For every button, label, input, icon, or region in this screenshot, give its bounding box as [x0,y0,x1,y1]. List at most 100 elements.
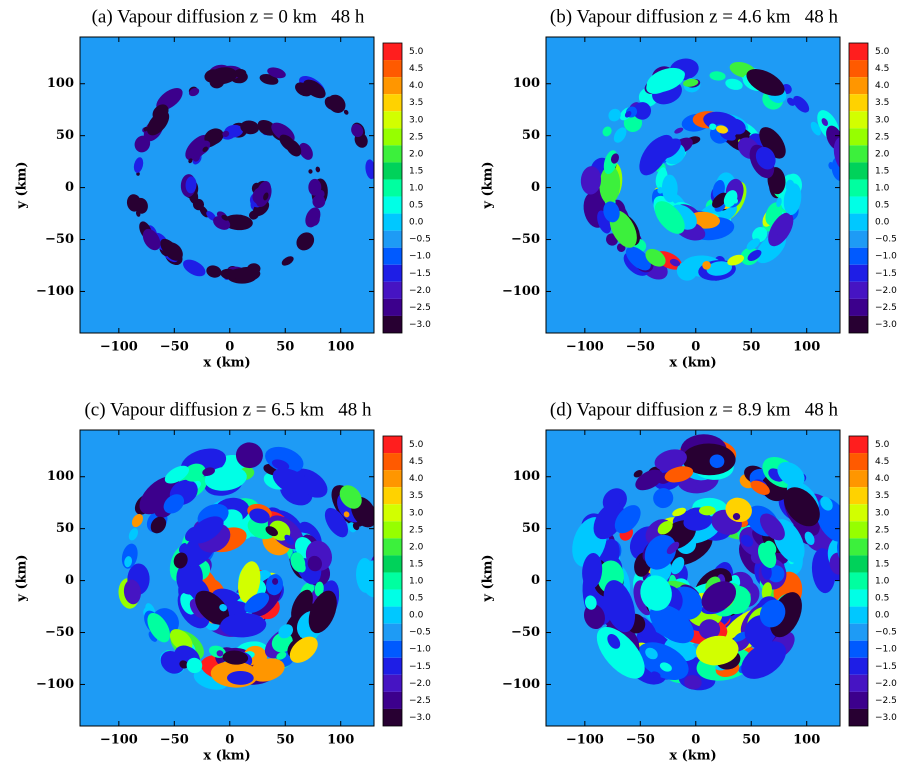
field-blob [134,135,151,153]
colorbar-label: 1.0 [409,184,424,194]
field-blob [361,560,374,598]
field-blob [747,249,762,262]
y-axis-label: y (km) [15,554,30,602]
colorbar-label: −1.5 [409,662,431,672]
colorbar-label: 3.5 [409,491,423,501]
colorbar-label: 4.0 [409,81,424,91]
field-blob [649,604,695,644]
field-blob [308,178,322,196]
y-tick-label: 0 [531,573,540,588]
field-blob [365,159,374,180]
field-blob [599,165,621,204]
field-blob [183,259,206,277]
panel-title: (b) Vapour diffusion z = 4.6 km 48 h [550,6,839,27]
field-blob [128,528,139,541]
field-blob [339,485,362,509]
colorbar-box [849,453,868,471]
y-tick-label: −100 [36,677,74,692]
field-blob [732,512,741,521]
field-blob [657,167,667,182]
field-blob [258,124,275,136]
colorbar-label: −2.0 [875,679,897,689]
panel-title: (a) Vapour diffusion z = 0 km 48 h [92,6,365,27]
colorbar-label: −1.5 [875,662,897,672]
field-blob [701,581,737,613]
field-blob [712,192,728,208]
field-blob [290,552,306,573]
field-blob [298,142,313,160]
colorbar-box [849,230,868,248]
field-blob [195,140,211,155]
colorbar-box [383,179,402,197]
colorbar-label: −2.5 [409,696,431,706]
colorbar-label: −2.5 [409,303,431,313]
field [118,442,374,690]
field-blob [308,169,313,174]
field-blob [607,633,621,649]
field-blob [204,128,224,145]
field-blob [307,555,322,572]
x-tick-label: 50 [742,733,760,748]
field-blob [352,522,360,531]
field-blob [633,469,643,478]
colorbar-box [383,60,402,78]
field-blob [755,146,776,170]
colorbar-box [383,436,402,454]
colorbar-label: 4.5 [875,64,889,74]
field-blob [695,635,739,666]
colorbar-label: 2.0 [409,542,424,552]
x-tick-label: 50 [742,340,760,355]
colorbar-box [383,111,402,129]
colorbar-box [383,623,402,641]
field-blob [829,552,840,575]
field-blob [303,79,326,99]
field-blob [682,443,736,476]
field-blob [124,556,132,568]
field-blob [133,157,144,173]
x-tick-label: −50 [160,733,189,748]
colorbar-box [849,298,868,316]
field-blob [740,534,754,547]
field-blob [584,595,597,610]
field-blob [143,126,148,132]
field-blob [783,487,820,527]
field-blob [810,121,821,136]
field-blob [272,578,279,585]
x-tick-label: −100 [566,340,604,355]
field-blob [235,442,263,469]
field-blob [227,601,249,615]
colorbar-frame [848,42,869,334]
colorbar-box [849,691,868,709]
field-blob [725,78,743,90]
field-blob [602,126,612,137]
y-tick-label: 0 [65,180,74,195]
colorbar-box [849,606,868,624]
colorbar-box [383,521,402,539]
colorbar-box [383,470,402,488]
field-blob [185,176,197,194]
field-blob [240,120,260,135]
colorbar-label: 4.5 [875,457,889,467]
field-blob [608,108,621,122]
field-blob [759,513,785,541]
field-blob [150,516,167,534]
field-blob [759,127,786,159]
colorbar-box [383,674,402,692]
colorbar-box [849,196,868,214]
field-blob [195,590,230,625]
colorbar-box [849,708,868,726]
colorbar-box [383,315,402,333]
field-blob [324,96,339,110]
y-tick-label: −50 [45,232,74,247]
x-tick-label: 0 [691,340,700,355]
colorbar-box [383,691,402,709]
colorbar-box [383,43,402,61]
field-blob [640,575,672,611]
field-blob [222,130,230,137]
colorbar-frame [382,42,403,334]
field-blob [646,67,685,93]
field-blob [123,579,141,605]
colorbar-box [383,94,402,112]
field-blob [783,183,802,216]
y-tick-label: 50 [522,521,540,536]
